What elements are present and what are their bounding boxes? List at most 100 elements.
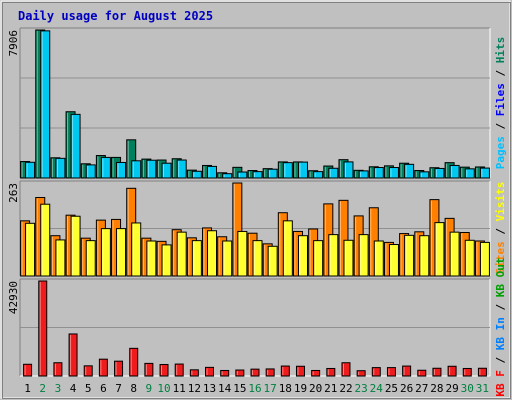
bar — [311, 369, 321, 377]
bar — [265, 368, 275, 377]
bar — [358, 234, 369, 277]
bar — [70, 215, 81, 277]
bar — [388, 244, 399, 277]
y-max-label: 263 — [7, 183, 20, 203]
bar — [388, 167, 399, 179]
bar — [53, 362, 63, 377]
legend: Sites / Visits — [494, 182, 507, 275]
legend-separator: / — [494, 297, 507, 317]
bar — [328, 234, 339, 277]
legend-item: KB Out — [494, 257, 507, 297]
series-files — [25, 30, 490, 179]
bar — [176, 159, 187, 179]
x-tick-label: 22 — [339, 382, 352, 395]
bar — [85, 164, 96, 179]
panel-pages-files-hits: 7906 Pages / Files / Hits — [7, 27, 507, 179]
bar — [449, 164, 460, 179]
bar — [70, 113, 81, 179]
bar — [267, 168, 278, 179]
x-tick-label: 6 — [100, 382, 107, 395]
bar — [386, 367, 396, 377]
bar — [295, 365, 305, 377]
bar — [326, 367, 336, 377]
bar — [100, 156, 111, 179]
bar — [371, 367, 381, 377]
x-tick-label: 19 — [294, 382, 307, 395]
bar — [116, 228, 127, 277]
x-tick-label: 13 — [203, 382, 216, 395]
bar — [129, 347, 139, 377]
bar — [449, 231, 460, 277]
x-tick-label: 17 — [264, 382, 277, 395]
bar — [267, 245, 278, 277]
x-tick-label: 14 — [218, 382, 232, 395]
legend-item: Hits — [494, 37, 507, 64]
series-kb-f — [23, 280, 487, 377]
bar — [313, 240, 324, 277]
bar — [85, 240, 96, 277]
bar — [205, 366, 215, 377]
bar — [114, 360, 124, 377]
bar — [191, 240, 202, 277]
legend-separator: / — [494, 350, 507, 370]
bar — [38, 280, 48, 377]
bar — [280, 365, 290, 377]
bar — [479, 241, 490, 277]
bar — [220, 369, 230, 377]
x-tick-label: 21 — [324, 382, 337, 395]
series-visits — [25, 203, 490, 277]
bar — [98, 358, 108, 377]
bar — [297, 161, 308, 179]
bar — [402, 365, 412, 377]
x-tick-label: 5 — [85, 382, 92, 395]
panel-visits-sites: 263 Sites / Visits — [7, 180, 507, 277]
bar — [191, 170, 202, 179]
bar — [207, 165, 218, 179]
legend-separator: / — [494, 63, 507, 83]
bar — [222, 240, 233, 277]
legend-separator: / — [494, 116, 507, 136]
x-tick-label: 3 — [55, 382, 62, 395]
legend-item: KB F — [494, 370, 507, 397]
bar — [146, 240, 157, 277]
x-tick-label: 24 — [370, 382, 384, 395]
legend-item: Visits — [494, 182, 507, 222]
x-tick-label: 30 — [461, 382, 474, 395]
bar — [356, 370, 366, 377]
x-tick-label: 9 — [146, 382, 153, 395]
x-tick-label: 18 — [279, 382, 292, 395]
bar — [161, 244, 172, 277]
legend: KB F / KB In / KB Out — [494, 257, 507, 396]
bar — [40, 30, 51, 179]
x-tick-label: 26 — [400, 382, 413, 395]
bar — [131, 222, 142, 277]
x-tick-label: 2 — [39, 382, 46, 395]
legend-item: Sites — [494, 241, 507, 274]
bar — [404, 163, 415, 179]
x-tick-label: 10 — [157, 382, 170, 395]
bar — [146, 159, 157, 179]
bar — [55, 157, 66, 179]
bar — [131, 160, 142, 179]
y-max-label: 7906 — [7, 30, 20, 57]
bar — [464, 239, 475, 277]
x-tick-label: 29 — [445, 382, 458, 395]
bar — [55, 239, 66, 277]
bar — [252, 240, 263, 277]
bar — [100, 228, 111, 277]
bar — [222, 173, 233, 179]
x-tick-label: 23 — [355, 382, 368, 395]
x-tick-label: 25 — [385, 382, 398, 395]
bar — [479, 167, 490, 179]
x-tick-label: 28 — [430, 382, 443, 395]
bar — [250, 368, 260, 377]
bar — [189, 369, 199, 377]
bar — [159, 363, 169, 377]
legend-item: Pages — [494, 136, 507, 169]
x-tick-label: 8 — [130, 382, 137, 395]
bar — [235, 369, 245, 377]
bar — [432, 367, 442, 377]
